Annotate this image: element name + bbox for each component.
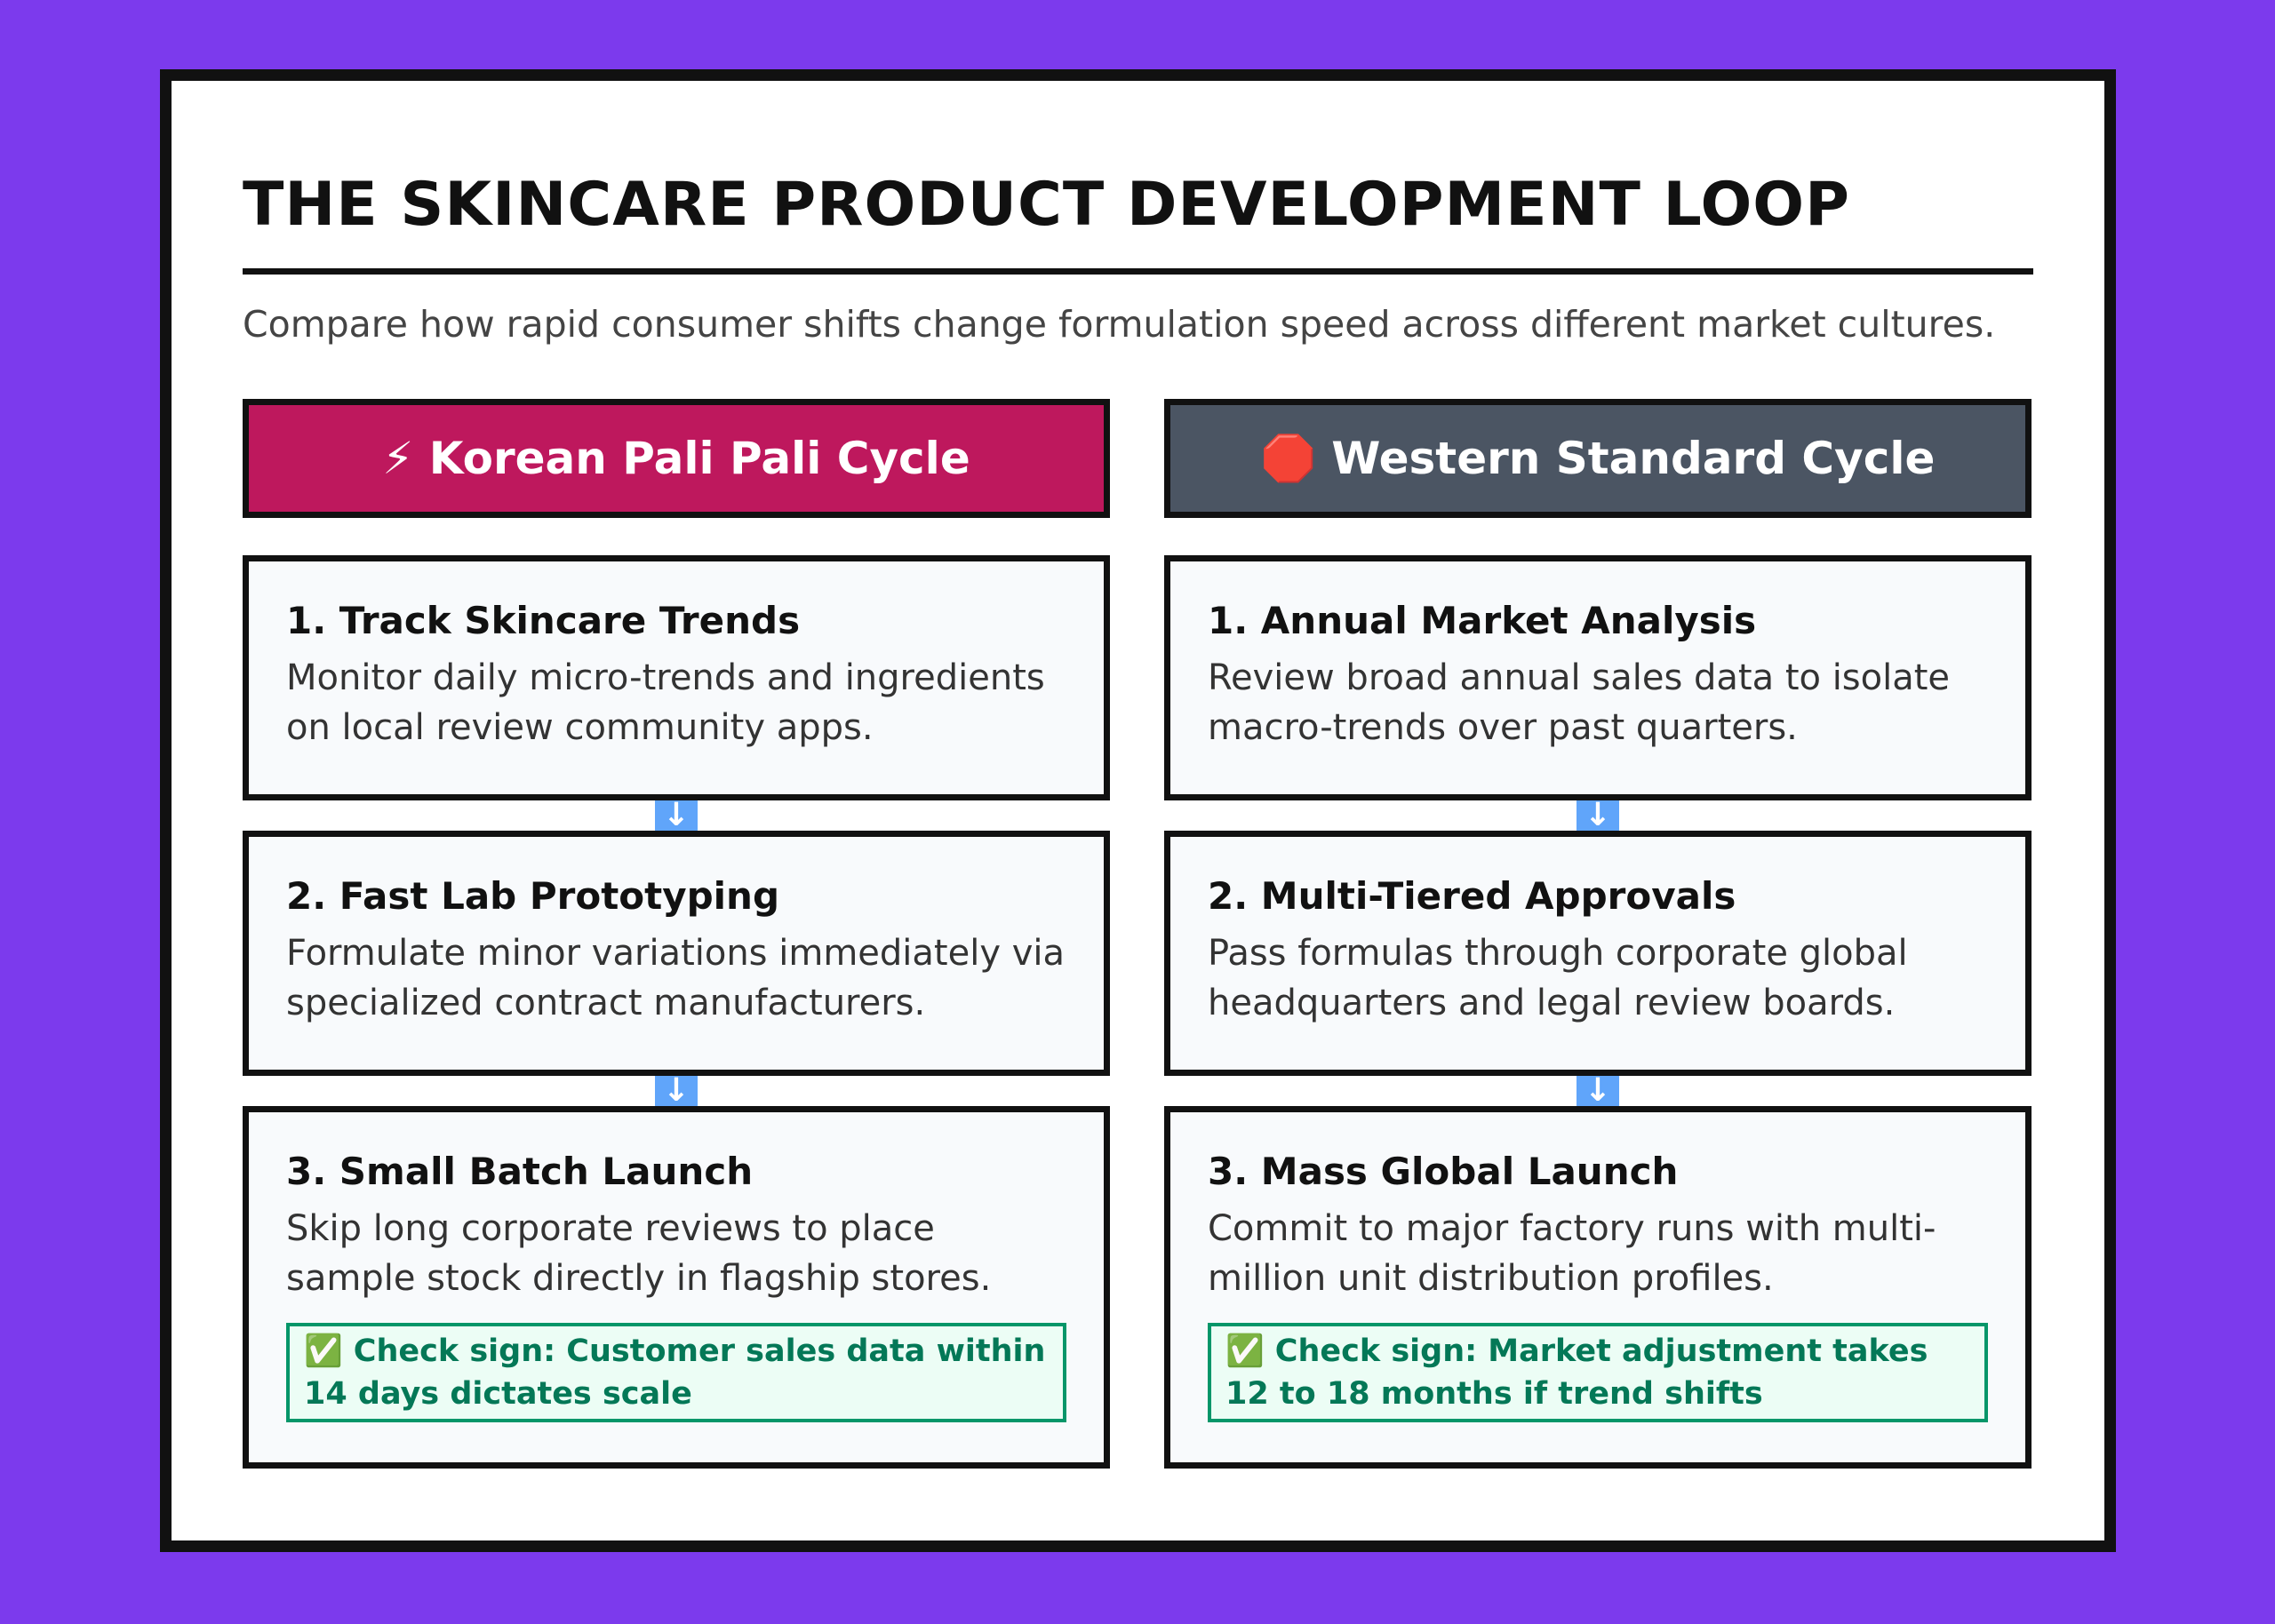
step-desc: Commit to major factory runs with multi-…: [1208, 1208, 1936, 1299]
step-desc: Pass formulas through corporate global h…: [1208, 933, 1908, 1023]
column-header: ⚡ Korean Pali Pali Cycle: [243, 399, 1110, 518]
step-desc: Skip long corporate reviews to place sam…: [286, 1208, 992, 1299]
column-header: 🛑 Western Standard Cycle: [1164, 399, 2032, 518]
step-desc: Formulate minor variations immediately v…: [286, 933, 1065, 1023]
step-desc: Review broad annual sales data to isolat…: [1208, 657, 1951, 748]
arrow-icon: ↓: [655, 1071, 698, 1111]
step-title: 2. Fast Lab Prototyping: [286, 874, 780, 918]
check-note: ✅ Check sign: Market adjustment takes 12…: [1208, 1323, 1988, 1422]
column: ⚡ Korean Pali Pali Cycle 1. Track Skincar…: [243, 399, 1110, 1469]
title: THE SKINCARE PRODUCT DEVELOPMENT LOOP: [243, 170, 1850, 240]
rule: [243, 268, 2033, 275]
step-card: 1. Track Skincare Trends Monitor daily mi…: [243, 555, 1110, 800]
card: THE SKINCARE PRODUCT DEVELOPMENT LOOP Co…: [160, 69, 2116, 1552]
subtitle: Compare how rapid consumer shifts change…: [243, 303, 1996, 346]
arrow: ↓: [1164, 796, 2032, 835]
arrow-icon: ↓: [655, 796, 698, 835]
step-card: 3. Mass Global Launch Commit to major fac…: [1164, 1106, 2032, 1469]
step-title: 3. Small Batch Launch: [286, 1150, 754, 1193]
step-card: 2. Multi-Tiered Approvals Pass formulas t…: [1164, 831, 2032, 1076]
step-card: 3. Small Batch Launch Skip long corporate…: [243, 1106, 1110, 1469]
step-title: 1. Track Skincare Trends: [286, 599, 801, 642]
step-title: 1. Annual Market Analysis: [1208, 599, 1757, 642]
arrow: ↓: [1164, 1071, 2032, 1111]
step-card: 1. Annual Market Analysis Review broad an…: [1164, 555, 2032, 800]
column: 🛑 Western Standard Cycle 1. Annual Market…: [1164, 399, 2032, 1469]
step-card: 2. Fast Lab Prototyping Formulate minor v…: [243, 831, 1110, 1076]
check-note: ✅ Check sign: Customer sales data within…: [286, 1323, 1066, 1422]
step-desc: Monitor daily micro-trends and ingredien…: [286, 657, 1045, 748]
arrow: ↓: [243, 1071, 1110, 1111]
arrow-icon: ↓: [1577, 1071, 1619, 1111]
arrow-icon: ↓: [1577, 796, 1619, 835]
arrow: ↓: [243, 796, 1110, 835]
step-title: 2. Multi-Tiered Approvals: [1208, 874, 1736, 918]
step-title: 3. Mass Global Launch: [1208, 1150, 1679, 1193]
